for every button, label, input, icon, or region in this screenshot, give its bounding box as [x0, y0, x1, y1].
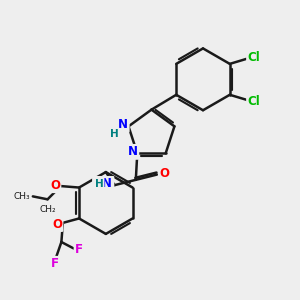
- Text: F: F: [51, 257, 58, 270]
- Text: HN: HN: [93, 177, 113, 190]
- Text: F: F: [75, 243, 83, 256]
- Text: O: O: [52, 218, 62, 231]
- Text: H: H: [110, 129, 119, 139]
- Text: O: O: [159, 167, 170, 180]
- Text: O: O: [50, 179, 60, 192]
- Text: CH₂: CH₂: [39, 205, 56, 214]
- Text: H: H: [95, 179, 103, 189]
- Text: CH₃: CH₃: [13, 192, 30, 201]
- Text: Cl: Cl: [248, 51, 260, 64]
- Text: Cl: Cl: [248, 95, 260, 108]
- Text: N: N: [128, 146, 138, 158]
- Text: N: N: [118, 118, 128, 131]
